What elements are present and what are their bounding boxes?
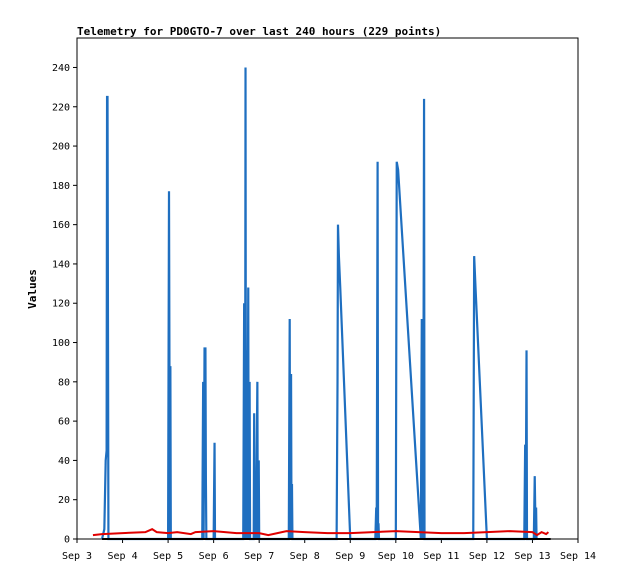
y-tick-label: 40 bbox=[58, 456, 70, 467]
series-layer bbox=[92, 67, 551, 541]
x-tick-label: Sep 11 bbox=[423, 551, 459, 562]
series-line-0 bbox=[100, 67, 538, 541]
x-tick-label: Sep 10 bbox=[378, 551, 414, 562]
series-line-1 bbox=[92, 528, 550, 537]
x-axis: Sep 3 Sep 4 Sep 5 Sep 6 Sep 7 Sep 8 Sep 9 Sep 1… bbox=[62, 539, 596, 562]
y-tick-label: 0 bbox=[64, 535, 70, 546]
y-tick-label: 120 bbox=[52, 299, 70, 310]
x-tick-label: Sep 12 bbox=[469, 551, 505, 562]
y-tick-label: 20 bbox=[58, 495, 70, 506]
plot-frame bbox=[76, 37, 579, 540]
x-tick-label: Sep 9 bbox=[335, 551, 365, 562]
y-tick-label: 140 bbox=[52, 259, 70, 270]
y-axis: 0 20 40 60 80 100 120 140 160 180 200 220 240 bbox=[52, 63, 77, 546]
x-tick-label: Sep 14 bbox=[560, 551, 596, 562]
x-tick-label: Sep 7 bbox=[244, 551, 274, 562]
y-tick-label: 200 bbox=[52, 142, 70, 153]
y-tick-label: 100 bbox=[52, 338, 70, 349]
y-tick-label: 180 bbox=[52, 181, 70, 192]
x-tick-label: Sep 8 bbox=[290, 551, 320, 562]
y-tick-label: 80 bbox=[58, 377, 70, 388]
y-tick-label: 240 bbox=[52, 63, 70, 74]
y-axis-label: Values bbox=[26, 269, 39, 309]
y-tick-label: 60 bbox=[58, 417, 70, 428]
x-tick-label: Sep 13 bbox=[514, 551, 550, 562]
x-tick-label: Sep 5 bbox=[153, 551, 183, 562]
chart-title: Telemetry for PD0GTO-7 over last 240 hou… bbox=[77, 25, 441, 38]
x-tick-label: Sep 4 bbox=[107, 551, 137, 562]
y-tick-label: 160 bbox=[52, 220, 70, 231]
x-tick-label: Sep 6 bbox=[199, 551, 229, 562]
x-tick-label: Sep 3 bbox=[62, 551, 92, 562]
y-tick-label: 220 bbox=[52, 102, 70, 113]
